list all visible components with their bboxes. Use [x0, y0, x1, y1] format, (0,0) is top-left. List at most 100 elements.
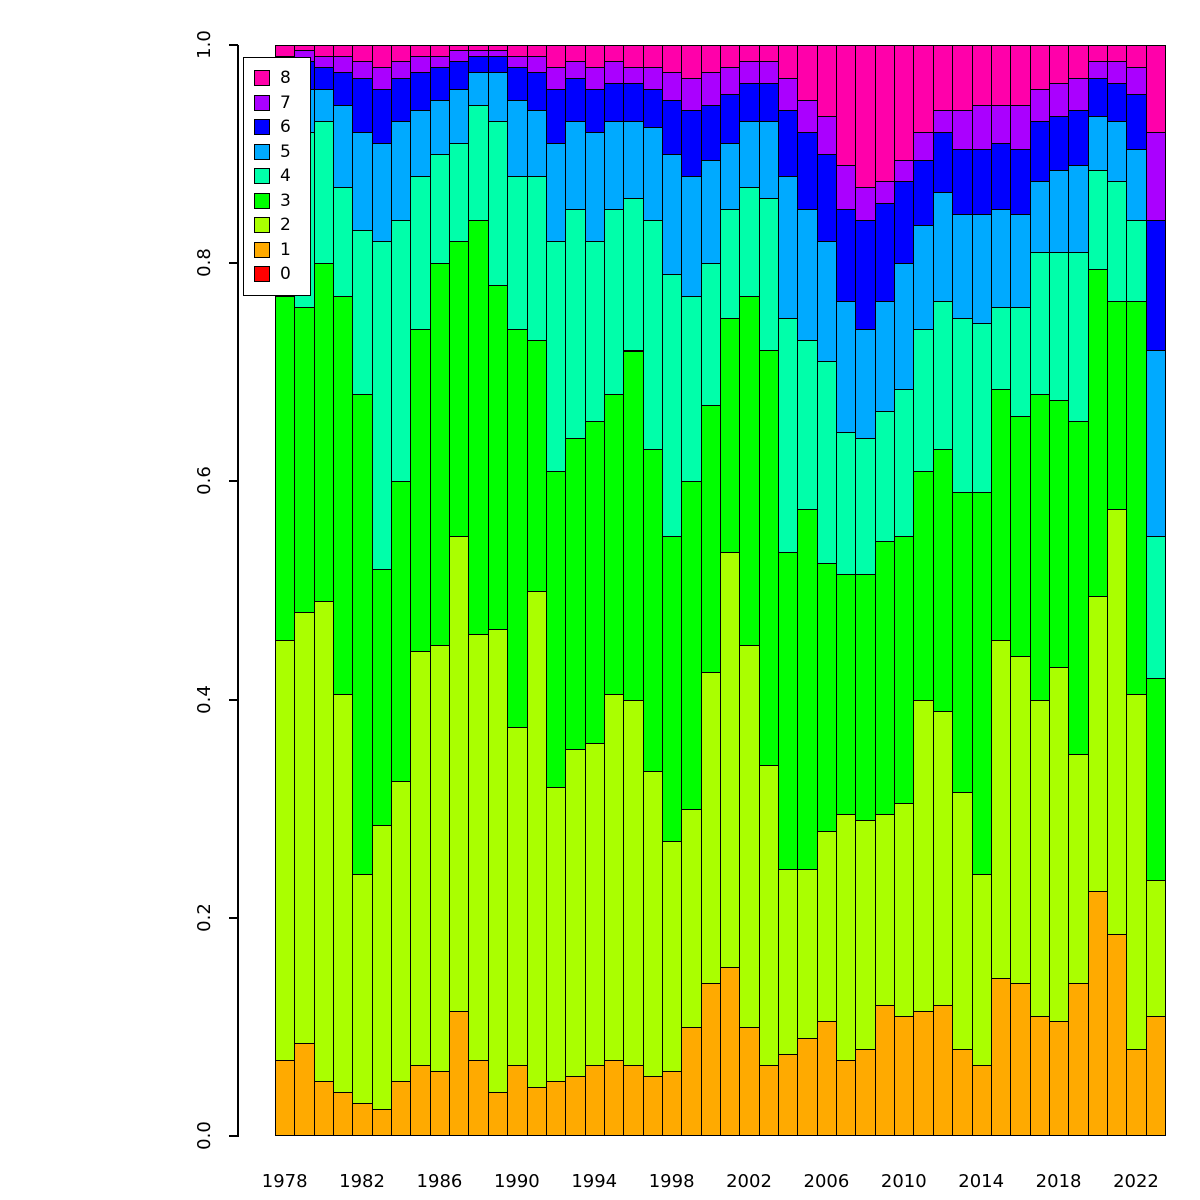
bar-segment-year-1986-cat-2 [429, 645, 451, 1072]
bar-segment-year-2012-cat-5 [932, 192, 954, 303]
bar-segment-year-1982-cat-6 [352, 77, 373, 134]
bar-segment-year-1985-cat-8 [410, 45, 431, 57]
bar-segment-year-1991-cat-1 [526, 1086, 547, 1136]
bar-segment-year-2018-cat-5 [1048, 170, 1070, 254]
bar-segment-year-2016-cat-8 [1010, 45, 1031, 107]
bar-segment-year-1993-cat-6 [565, 77, 586, 123]
bar-segment-year-2008-cat-3 [855, 574, 876, 821]
bar-segment-year-2016-cat-6 [1010, 148, 1031, 216]
bar-segment-year-1991-cat-8 [526, 45, 547, 57]
bar-segment-year-1978-cat-1 [275, 1059, 296, 1136]
bar-segment-year-2009-cat-8 [874, 45, 896, 183]
bar-segment-year-2017-cat-3 [1029, 394, 1050, 701]
legend-swatch-icon [254, 70, 270, 87]
bar-segment-year-1980-cat-5 [313, 88, 335, 123]
bar-segment-year-1978-cat-3 [275, 295, 296, 641]
legend-swatch-icon [254, 192, 270, 209]
bar-segment-year-2015-cat-5 [990, 208, 1012, 308]
bar-segment-year-2021-cat-2 [1106, 508, 1128, 936]
bar-segment-year-2019-cat-4 [1068, 252, 1089, 423]
bar-segment-year-1994-cat-6 [584, 88, 605, 134]
bar-segment-year-2011-cat-3 [913, 470, 934, 701]
legend-swatch-icon [254, 94, 270, 111]
bar-segment-year-2017-cat-2 [1029, 699, 1050, 1017]
bar-segment-year-2004-cat-8 [778, 45, 799, 79]
bar-segment-year-2006-cat-7 [816, 115, 838, 156]
bar-segment-year-2006-cat-6 [816, 154, 838, 243]
bar-segment-year-2003-cat-3 [758, 350, 780, 767]
bar-segment-year-1993-cat-5 [565, 121, 586, 210]
bar-segment-year-2000-cat-6 [700, 105, 721, 161]
bar-segment-year-1996-cat-4 [623, 197, 644, 352]
bar-segment-year-1984-cat-1 [391, 1081, 412, 1136]
bar-segment-year-2008-cat-7 [855, 186, 876, 221]
bar-segment-year-2005-cat-2 [797, 868, 818, 1039]
bar-segment-year-2020-cat-1 [1087, 890, 1108, 1136]
legend-label: 3 [280, 190, 291, 211]
bar-segment-year-2011-cat-5 [913, 225, 934, 330]
bar-segment-year-2003-cat-5 [758, 121, 780, 199]
bar-segment-year-2015-cat-4 [990, 306, 1012, 390]
legend-entry-3: 3 [254, 189, 310, 214]
bar-segment-year-1978-cat-2 [275, 639, 296, 1061]
bar-segment-year-2020-cat-6 [1087, 77, 1108, 117]
bar-segment-year-1989-cat-2 [487, 628, 509, 1094]
bar-segment-year-1979-cat-8 [294, 45, 315, 52]
x-axis-label-1982: 1982 [339, 1171, 385, 1192]
bar-segment-year-1987-cat-3 [449, 241, 470, 537]
x-axis-label-1998: 1998 [648, 1171, 695, 1192]
bar-segment-year-2012-cat-3 [932, 448, 954, 712]
plot-area [238, 45, 1166, 1136]
bar-segment-year-1982-cat-8 [352, 45, 373, 63]
legend-swatch-icon [254, 168, 270, 185]
bar-segment-year-2002-cat-2 [739, 645, 760, 1028]
x-axis-label-1978: 1978 [261, 1171, 308, 1192]
bar-segment-year-1991-cat-2 [526, 590, 547, 1088]
x-axis-label-2018: 2018 [1035, 1171, 1082, 1192]
bar-segment-year-2019-cat-1 [1068, 983, 1089, 1136]
bar-segment-year-2008-cat-6 [855, 219, 876, 330]
x-axis-label-2022: 2022 [1113, 1171, 1159, 1192]
bar-segment-year-1985-cat-1 [410, 1065, 431, 1136]
bar-segment-year-1993-cat-1 [565, 1076, 586, 1136]
bar-segment-year-2008-cat-1 [855, 1048, 876, 1136]
bar-segment-year-1988-cat-2 [468, 634, 489, 1061]
y-axis-label-0.4: 0.4 [193, 684, 215, 714]
x-axis-label-2010: 2010 [880, 1171, 927, 1192]
bar-segment-year-2016-cat-1 [1010, 983, 1031, 1136]
bar-segment-year-2002-cat-5 [739, 121, 760, 188]
bar-segment-year-1997-cat-5 [642, 126, 663, 221]
bar-segment-year-2021-cat-5 [1106, 121, 1128, 183]
bar-segment-year-1998-cat-5 [661, 154, 683, 276]
bar-segment-year-2001-cat-5 [720, 143, 741, 210]
bar-segment-year-1998-cat-6 [661, 99, 683, 156]
bar-segment-year-1982-cat-4 [352, 230, 373, 396]
bar-segment-year-2012-cat-6 [932, 132, 954, 194]
bar-segment-year-1983-cat-2 [371, 825, 393, 1110]
bar-segment-year-2018-cat-8 [1048, 45, 1070, 85]
bar-segment-year-2011-cat-6 [913, 159, 934, 227]
legend-label: 5 [280, 141, 291, 162]
bar-segment-year-1986-cat-8 [429, 45, 451, 57]
bar-segment-year-2006-cat-8 [816, 45, 838, 117]
bar-segment-year-1995-cat-2 [603, 694, 625, 1061]
bar-segment-year-2018-cat-7 [1048, 83, 1070, 117]
y-axis-label-0.6: 0.6 [193, 466, 215, 496]
bar-segment-year-2019-cat-3 [1068, 421, 1089, 756]
bar-segment-year-1986-cat-6 [429, 66, 451, 101]
bar-segment-year-2011-cat-4 [913, 328, 934, 472]
bar-segment-year-1987-cat-7 [449, 50, 470, 63]
bar-segment-year-1988-cat-4 [468, 105, 489, 221]
x-axis-label-1990: 1990 [493, 1171, 540, 1192]
bar-segment-year-1982-cat-2 [352, 874, 373, 1105]
bar-segment-year-1988-cat-6 [468, 55, 489, 74]
bar-segment-year-2011-cat-7 [913, 132, 934, 161]
bar-segment-year-2015-cat-3 [990, 388, 1012, 641]
bar-segment-year-2000-cat-3 [700, 405, 721, 674]
bar-segment-year-1983-cat-6 [371, 88, 393, 145]
bar-segment-year-2010-cat-1 [894, 1016, 915, 1136]
x-axis-label-1994: 1994 [571, 1171, 618, 1192]
bar-segment-year-1988-cat-1 [468, 1059, 489, 1136]
bar-segment-year-2017-cat-4 [1029, 252, 1050, 396]
bar-segment-year-2016-cat-3 [1010, 415, 1031, 657]
